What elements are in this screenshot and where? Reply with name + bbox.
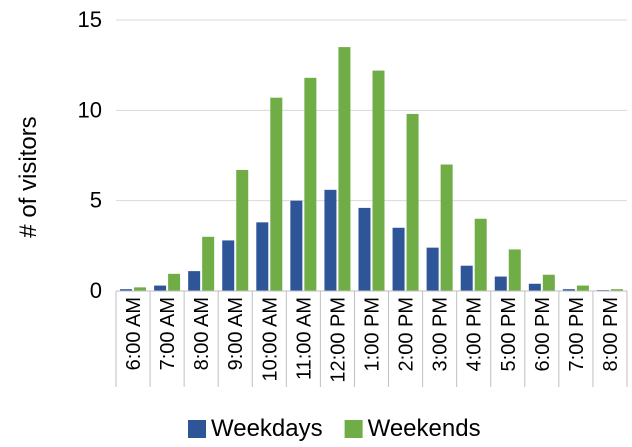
x-tick-label: 5:00 PM xyxy=(498,297,520,371)
x-tick-label: 6:00 AM xyxy=(123,297,145,370)
bar-weekdays-13 xyxy=(562,289,575,291)
bar-weekdays-3 xyxy=(222,240,235,291)
bar-weekends-14 xyxy=(610,289,623,291)
bar-weekdays-1 xyxy=(154,285,167,291)
y-tick-label: 0 xyxy=(90,278,102,303)
bar-weekdays-7 xyxy=(358,207,371,291)
bar-weekends-11 xyxy=(508,249,521,291)
legend-label-weekends: Weekends xyxy=(368,415,481,442)
y-tick-labels: 0 5 10 15 xyxy=(78,7,102,303)
bar-weekends-13 xyxy=(576,285,589,291)
bar-weekdays-9 xyxy=(426,247,439,291)
bar-weekdays-0 xyxy=(120,289,133,291)
legend-swatch-weekends xyxy=(344,420,363,438)
x-tick-label: 8:00 PM xyxy=(600,297,622,371)
bar-weekdays-4 xyxy=(256,222,269,291)
legend-swatch-weekdays xyxy=(188,420,206,438)
bar-weekends-3 xyxy=(236,169,249,291)
bar-weekends-7 xyxy=(372,70,385,291)
y-tick-label: 10 xyxy=(78,97,102,122)
bar-weekdays-8 xyxy=(392,227,405,291)
bar-weekends-1 xyxy=(168,273,181,291)
x-tick-label: 12:00 PM xyxy=(327,297,349,383)
x-tick-label: 11:00 AM xyxy=(293,297,315,380)
bars xyxy=(120,47,623,292)
x-tick-label: 2:00 PM xyxy=(396,297,418,371)
x-tick-label: 3:00 PM xyxy=(430,297,452,371)
bar-weekends-2 xyxy=(202,236,215,291)
x-tick-label: 1:00 PM xyxy=(362,297,384,371)
bar-weekdays-5 xyxy=(290,200,303,291)
x-tick-labels: 6:00 AM 7:00 AM 8:00 AM 9:00 AM 10:00 AM 11:0… xyxy=(123,297,622,383)
y-tick-label: 5 xyxy=(90,188,102,213)
bar-weekdays-12 xyxy=(528,283,541,291)
bar-weekends-8 xyxy=(406,113,419,292)
x-tick-label: 8:00 AM xyxy=(191,297,213,370)
bar-weekdays-2 xyxy=(188,271,201,291)
x-tick-label: 4:00 PM xyxy=(464,297,486,371)
bar-weekends-12 xyxy=(542,274,555,291)
bar-weekends-10 xyxy=(474,218,487,291)
x-tick-label: 7:00 AM xyxy=(157,297,179,370)
bar-weekends-0 xyxy=(134,287,147,291)
legend-label-weekdays: Weekdays xyxy=(211,415,323,442)
y-axis-title: # of visitors xyxy=(15,116,42,237)
x-tick-label: 9:00 AM xyxy=(225,297,247,370)
bar-weekends-4 xyxy=(270,97,283,291)
bar-weekdays-6 xyxy=(324,189,337,291)
bar-weekends-5 xyxy=(304,77,317,292)
bar-weekends-6 xyxy=(338,47,351,291)
gridlines xyxy=(116,19,627,202)
bar-weekdays-10 xyxy=(460,265,473,291)
axes xyxy=(115,290,628,387)
legend: Weekdays Weekends xyxy=(188,415,481,442)
y-tick-label: 15 xyxy=(78,7,102,32)
x-tick-label: 7:00 PM xyxy=(566,297,588,371)
bar-weekends-9 xyxy=(440,164,453,291)
x-tick-label: 6:00 PM xyxy=(532,297,554,371)
x-tick-label: 10:00 AM xyxy=(259,297,281,382)
bar-weekdays-11 xyxy=(494,276,507,291)
